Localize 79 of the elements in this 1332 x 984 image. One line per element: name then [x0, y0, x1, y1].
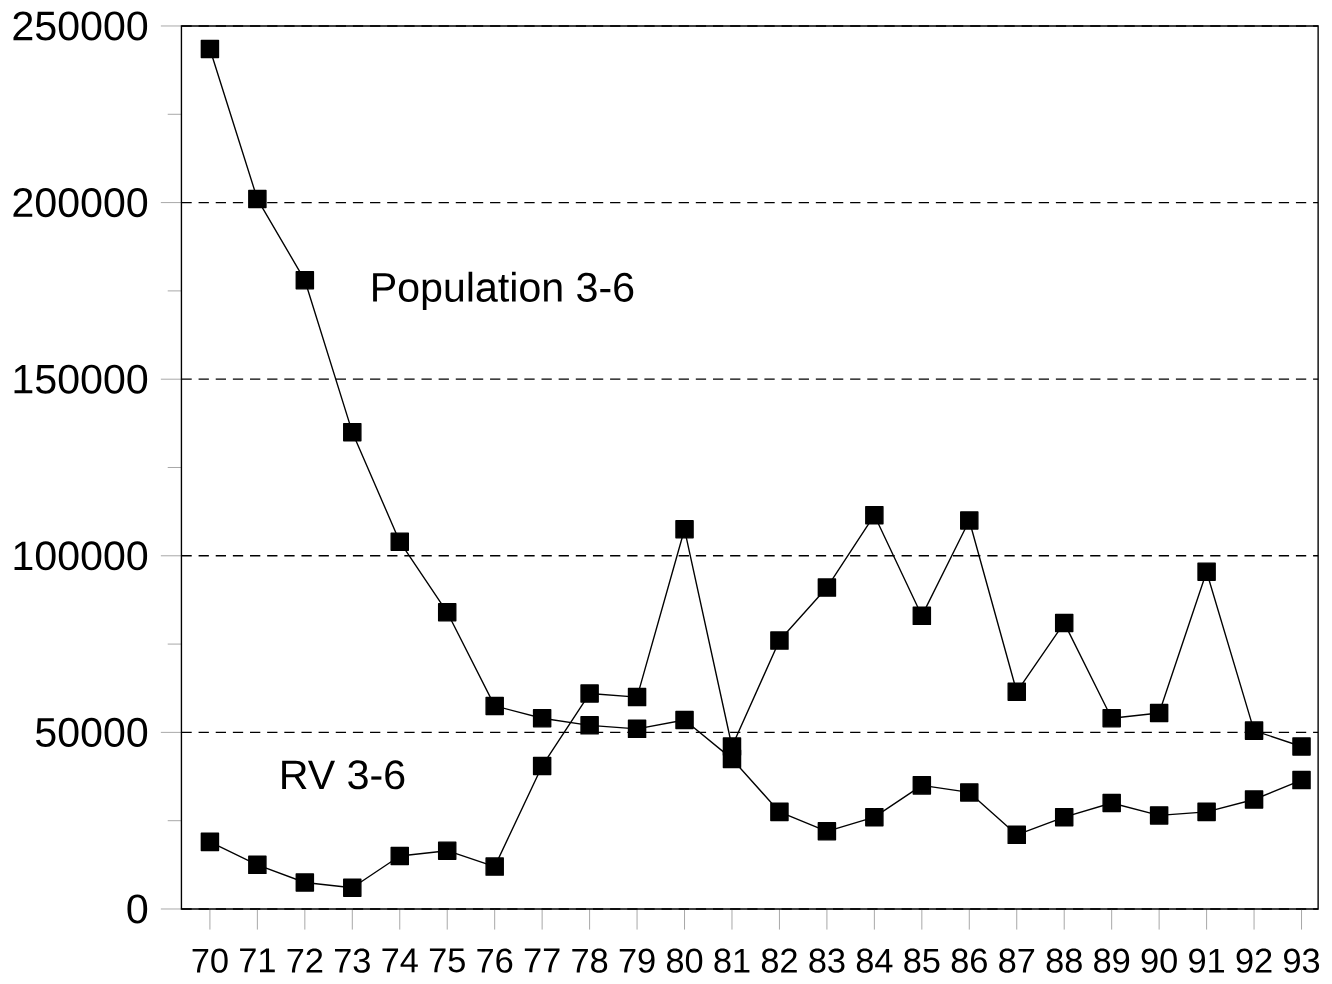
y-tick-label: 200000 — [13, 187, 148, 217]
point — [1007, 682, 1027, 701]
x-tick-label: 90 — [1141, 948, 1177, 973]
point — [1102, 793, 1121, 813]
x-tick-label: 92 — [1236, 948, 1272, 973]
point — [912, 775, 932, 795]
x-tick-label: 85 — [904, 948, 940, 973]
point — [1007, 825, 1027, 844]
point — [437, 602, 457, 622]
x-tick-label: 73 — [335, 948, 370, 973]
point — [532, 708, 552, 728]
y-tick-label: 100000 — [14, 541, 148, 571]
point — [865, 505, 884, 525]
point — [200, 832, 220, 852]
y-tick-label: 50000 — [35, 717, 148, 747]
series-label: RV 3-6 — [282, 760, 405, 790]
x-tick-label: 88 — [1046, 948, 1082, 973]
x-tick-label: 82 — [761, 948, 797, 973]
x-tick-label: 93 — [1284, 948, 1320, 973]
x-tick-label: 84 — [856, 948, 893, 973]
x-tick-label: 79 — [619, 948, 655, 973]
point — [1292, 737, 1311, 756]
point — [722, 737, 742, 756]
point — [865, 807, 884, 827]
x-tick-label: 91 — [1189, 948, 1225, 973]
point — [485, 696, 504, 716]
x-tick-label: 89 — [1094, 948, 1130, 973]
x-tick-label: 80 — [666, 948, 703, 973]
point — [580, 715, 599, 735]
y-tick-label: 150000 — [14, 364, 148, 394]
x-tick-label: 76 — [477, 948, 513, 973]
point — [1292, 770, 1311, 790]
point — [248, 855, 267, 874]
point — [912, 606, 932, 625]
x-tick-label: 70 — [192, 948, 228, 973]
point — [437, 841, 457, 860]
point — [960, 783, 979, 802]
series-label: Population 3-6 — [373, 271, 634, 310]
point — [1197, 562, 1216, 581]
x-tick-label: 72 — [287, 948, 323, 973]
point — [675, 519, 694, 539]
y-tick-label: 0 — [127, 894, 148, 924]
x-tick-label: 87 — [999, 948, 1035, 973]
point — [1054, 613, 1074, 633]
point — [343, 422, 362, 442]
x-tick-label: 71 — [240, 948, 275, 973]
point — [770, 631, 789, 650]
x-tick-label: 75 — [429, 948, 465, 973]
point — [1197, 802, 1216, 822]
point — [627, 687, 647, 707]
point — [817, 821, 837, 841]
point — [1054, 807, 1074, 827]
point — [390, 846, 410, 866]
point — [295, 270, 315, 290]
point — [390, 532, 410, 551]
point — [580, 684, 599, 703]
x-tick-label: 77 — [524, 948, 560, 973]
x-tick-label: 83 — [809, 948, 845, 973]
point — [1149, 703, 1169, 723]
point — [1244, 790, 1264, 809]
point — [295, 873, 315, 892]
x-tick-label: 86 — [951, 948, 987, 973]
point — [960, 511, 979, 530]
point — [770, 802, 789, 822]
point — [532, 756, 552, 776]
point — [343, 878, 362, 897]
x-tick-label: 81 — [714, 948, 750, 973]
point — [627, 719, 647, 738]
x-tick-label: 74 — [382, 948, 418, 973]
point — [485, 857, 504, 876]
point — [1102, 708, 1121, 728]
x-tick-label: 78 — [572, 948, 608, 973]
y-tick-label: 250000 — [13, 11, 148, 41]
point — [817, 578, 837, 597]
point — [248, 189, 267, 209]
point — [675, 710, 694, 730]
point — [200, 39, 220, 59]
point — [1149, 806, 1169, 825]
point — [1244, 721, 1264, 740]
